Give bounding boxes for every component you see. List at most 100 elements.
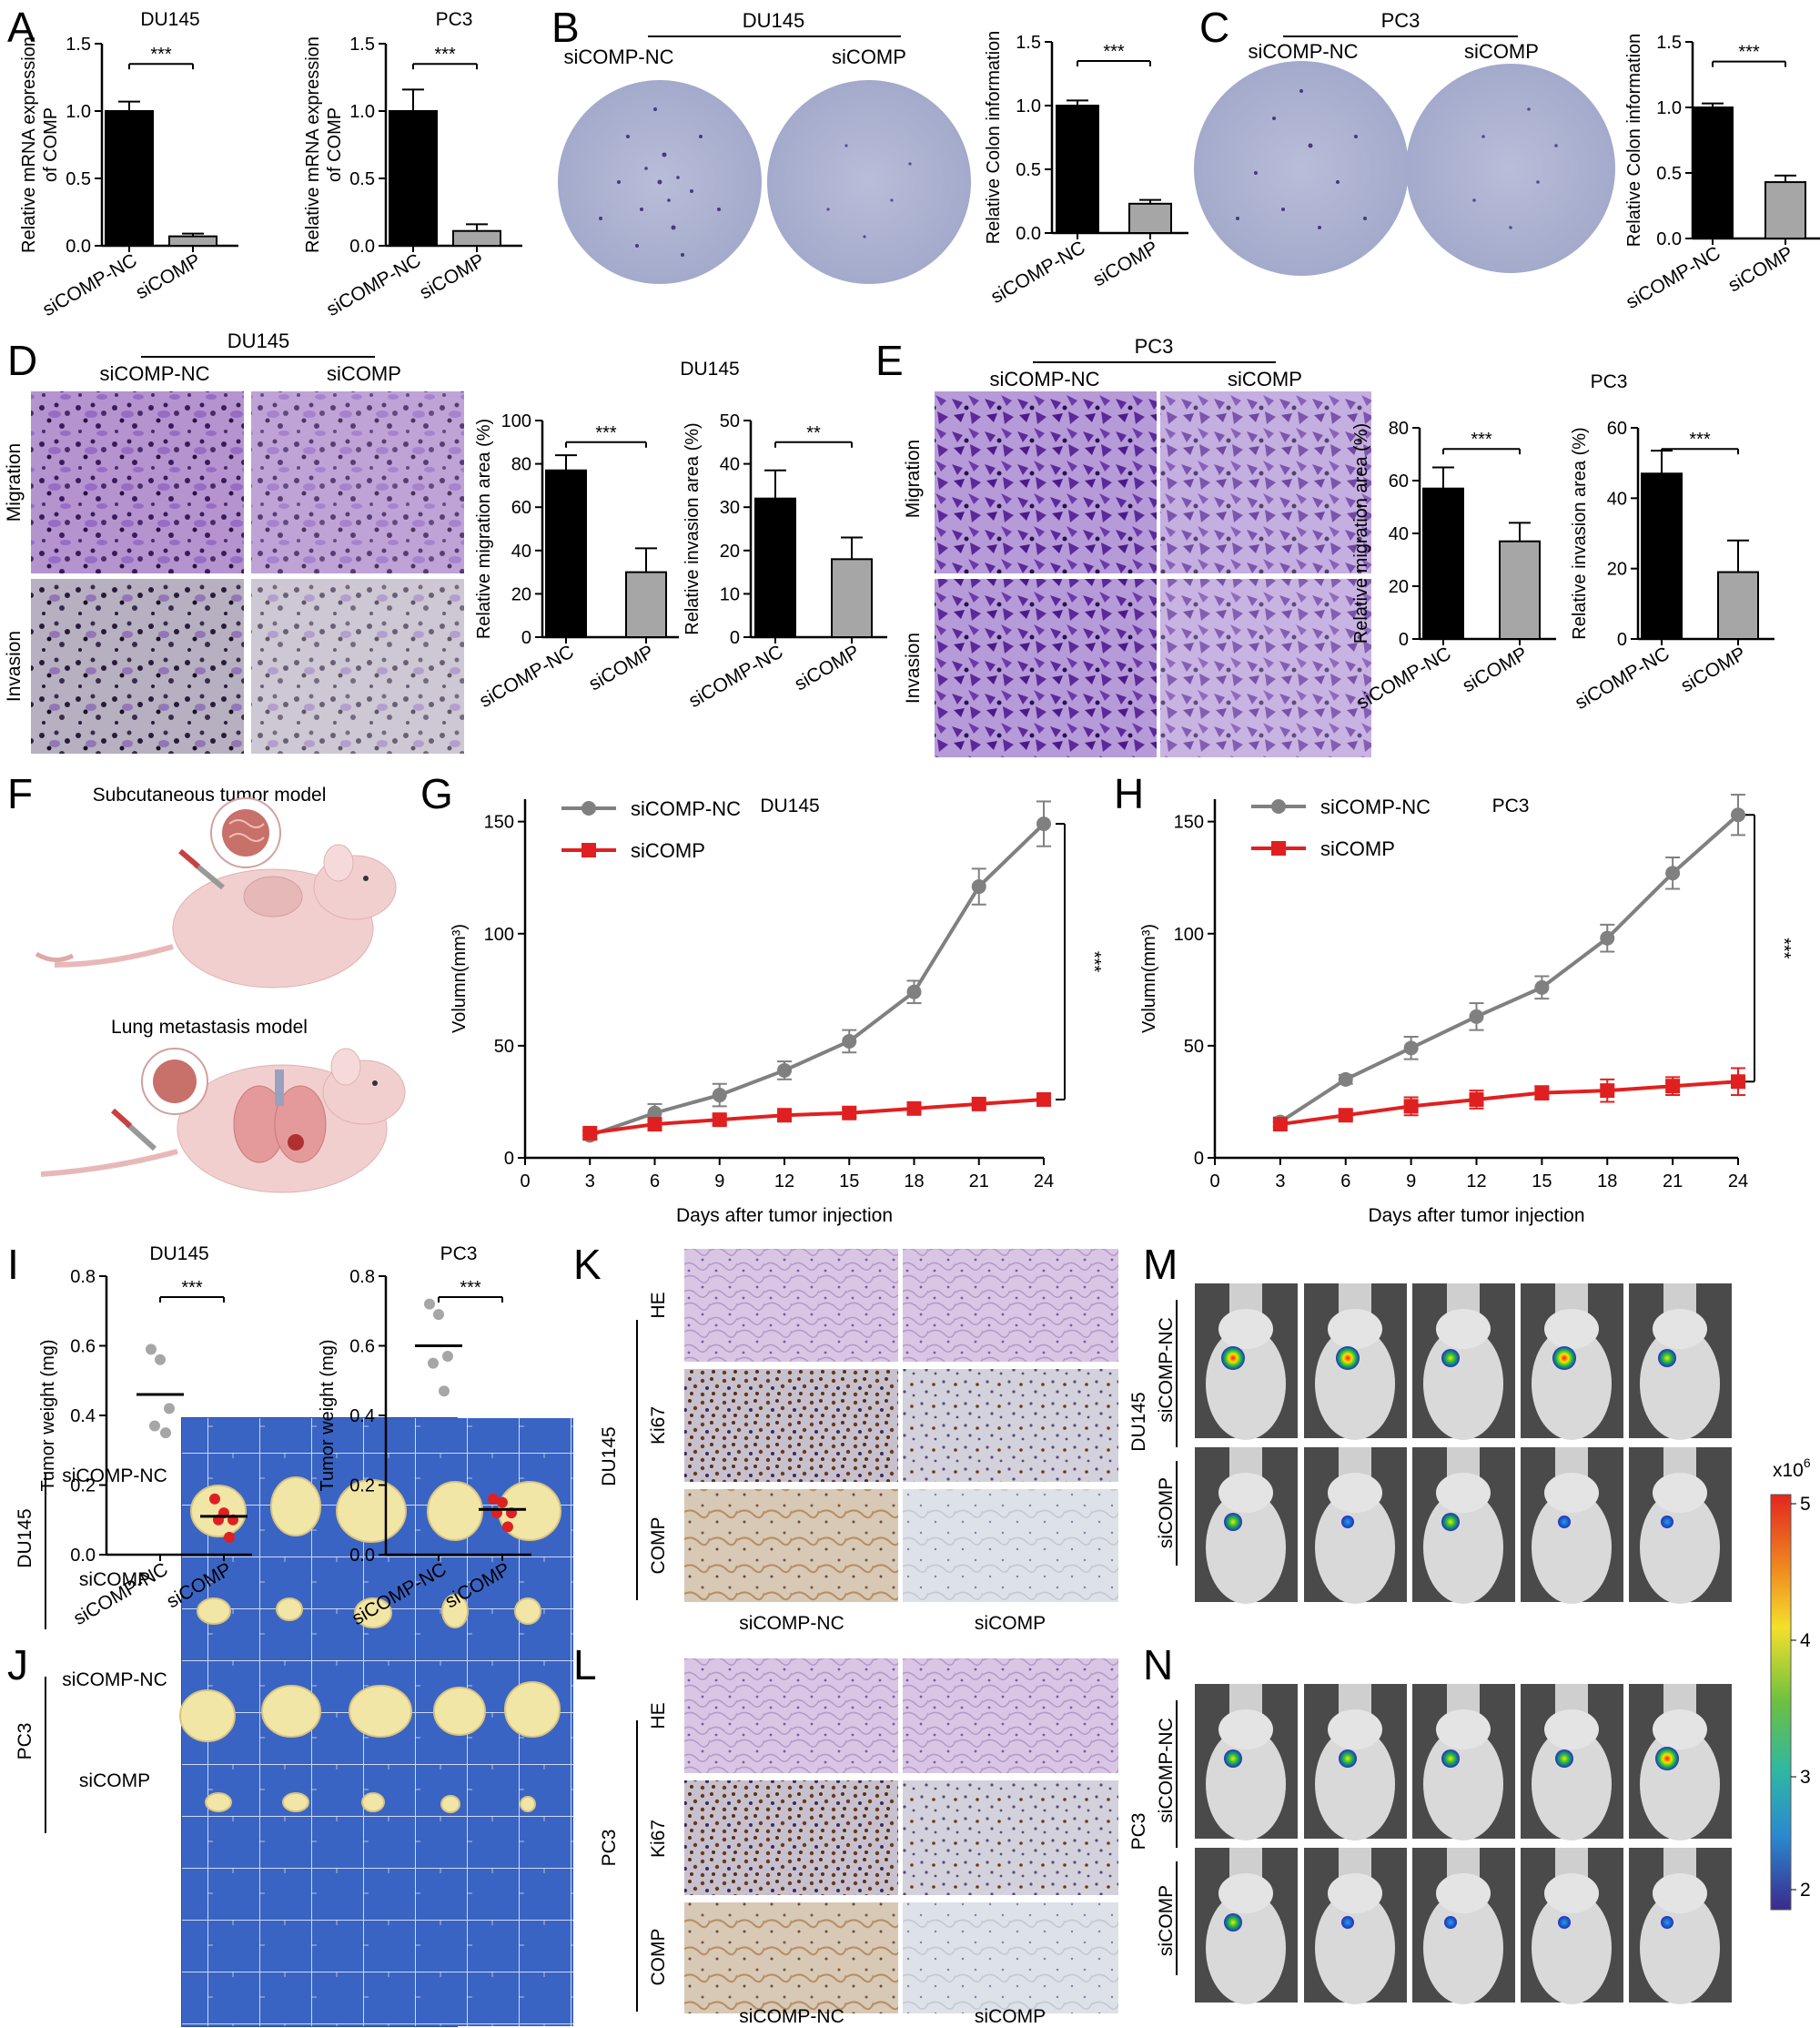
l-comp-si	[903, 1902, 1118, 2013]
luminescence-signal	[1661, 1516, 1673, 1528]
E2-sig-label: ***	[1689, 430, 1711, 450]
l-ki67-nc	[684, 1780, 898, 1895]
mouse-body	[1315, 1327, 1395, 1440]
colorbar-tick-3: 3	[1800, 1767, 1811, 1788]
A1-bar-0	[105, 110, 154, 247]
colony-dots-pc3-si	[1472, 107, 1558, 229]
G-legend-marker-0	[581, 801, 596, 816]
k-comp-si	[903, 1489, 1118, 1602]
A1-ytick-label: 1.5	[66, 35, 91, 55]
j-pc3-si: siCOMP	[79, 1770, 150, 1791]
G-point	[906, 984, 922, 999]
G-ytick-label: 50	[494, 1037, 514, 1057]
lung-model-label: Lung metastasis model	[111, 1017, 308, 1038]
E2-ytick-label: 40	[1607, 489, 1627, 509]
G-series-line-0	[589, 822, 1046, 1138]
D2-category-label: siCOMP-NC	[685, 641, 787, 712]
k-nc-label: siCOMP-NC	[739, 1613, 844, 1634]
panel-label-k: K	[573, 1241, 602, 1288]
mouse-head	[1544, 1709, 1599, 1749]
H-point	[1272, 1117, 1288, 1132]
A2-bar-0	[389, 110, 438, 247]
luminescence-signal	[1441, 1513, 1460, 1531]
I1-point	[164, 1403, 175, 1415]
luminescence-signal	[1339, 1749, 1357, 1768]
H-xtick-label: 0	[1209, 1171, 1219, 1191]
j-du145-label: DU145	[15, 1508, 35, 1567]
mouse-head	[1218, 1309, 1273, 1349]
k-comp-label: COMP	[648, 1517, 669, 1575]
C-ytick-label: 1.0	[1656, 98, 1682, 118]
B-category-label: siCOMP	[1089, 237, 1161, 290]
D2-ytick-label: 30	[720, 498, 740, 518]
C-bar-1	[1764, 181, 1806, 239]
chart-g: 0 50 100 150 0 3 6 9 12 15 18 21 24 Days after tumor …	[450, 796, 1104, 1226]
luminescence-signal	[1224, 1749, 1242, 1768]
H-point	[1469, 1009, 1484, 1024]
D2-ytick-label: 20	[720, 542, 740, 562]
panel-j-photo: DU145 PC3 siCOMP-NC siCOMP siCOMP-NC siC…	[15, 1417, 573, 2027]
panel-label-b: B	[551, 4, 580, 51]
G-ylabel: Volumn(mm³)	[450, 924, 470, 1033]
luminescence-signal	[1341, 1516, 1354, 1528]
B-sig-label: ***	[1103, 42, 1125, 62]
I2-point	[497, 1496, 508, 1508]
E1-ytick-label: 20	[1389, 577, 1409, 597]
B-ytick-label: 1.5	[1016, 33, 1041, 53]
I2-point	[442, 1350, 453, 1362]
E1-ytick-label: 0	[1399, 630, 1409, 650]
G-xtick-label: 9	[714, 1171, 724, 1191]
C-ytick-label: 1.5	[1656, 33, 1682, 53]
j-pc3-label: PC3	[15, 1723, 35, 1760]
G-xtick-label: 12	[774, 1171, 794, 1191]
G-point	[971, 1096, 986, 1111]
l-ki67-label: Ki67	[648, 1820, 669, 1858]
E1-bar-0	[1422, 487, 1464, 641]
n-si-label: siCOMP	[1156, 1885, 1177, 1956]
d-nc-label: siCOMP-NC	[100, 362, 210, 385]
k-he-label: HE	[648, 1292, 669, 1318]
B-ytick-label: 1.0	[1016, 96, 1041, 117]
I2-ytick-label: 0.2	[349, 1476, 375, 1496]
panel-d-images: DU145 siCOMP-NC siCOMP Migration Invasio…	[4, 330, 740, 754]
mouse-body	[1532, 1891, 1612, 2004]
colony-dots-du145-nc	[599, 107, 721, 257]
luminescence-signal	[1558, 1916, 1571, 1929]
I1-title: DU145	[149, 1243, 208, 1264]
G-xlabel: Days after tumor injection	[676, 1205, 893, 1226]
I2-sig-label: ***	[460, 1278, 481, 1298]
panel-label-a: A	[7, 4, 35, 51]
panel-label-c: C	[1199, 4, 1229, 51]
I2-ylabel: Tumor weight (mg)	[318, 1339, 338, 1491]
E1-bar-1	[1499, 540, 1541, 641]
H-xtick-label: 24	[1728, 1171, 1748, 1191]
pc3-si-migration-image	[1160, 391, 1371, 573]
E1-ytick-label: 40	[1389, 524, 1409, 544]
C-ytick-label: 0.5	[1656, 164, 1682, 184]
H-series-line-1	[1279, 1080, 1739, 1127]
H-xtick-label: 18	[1597, 1171, 1617, 1191]
luminescence-signal	[1224, 1913, 1242, 1932]
e-invasion-row-label: Invasion	[903, 633, 924, 704]
G-point	[1036, 1091, 1051, 1107]
A1-ylabel-line1: Relative mRNA expression	[19, 36, 39, 253]
chart-d2: 0 10 20 30 40 50 siCOMP-NC siCOMP Relative invas…	[682, 411, 887, 712]
d-si-label: siCOMP	[327, 362, 401, 385]
k-he-si	[903, 1249, 1118, 1362]
panel-label-n: N	[1143, 1641, 1173, 1688]
mouse-body	[1640, 1891, 1720, 2004]
mouse-head	[1544, 1473, 1599, 1513]
A1-sig-label: ***	[150, 45, 172, 65]
colorbar-tick-4: 4	[1800, 1630, 1811, 1651]
G-point	[647, 1117, 662, 1132]
panel-b-images: DU145 siCOMP-NC siCOMP	[558, 9, 971, 284]
luminescence-signal	[1444, 1916, 1457, 1929]
B-ylabel: Relative Colon information	[984, 31, 1004, 245]
A2-ytick-label: 1.0	[349, 102, 375, 122]
C-bar-0	[1692, 106, 1734, 239]
b-si-label: siCOMP	[832, 46, 906, 68]
I1-point	[209, 1493, 220, 1505]
A2-title: PC3	[436, 9, 473, 30]
panel-l-ihc: PC3 HE Ki67 COMP siCOMP-NC siCOMP	[599, 1658, 1118, 2027]
D1-bar-0	[545, 469, 587, 638]
